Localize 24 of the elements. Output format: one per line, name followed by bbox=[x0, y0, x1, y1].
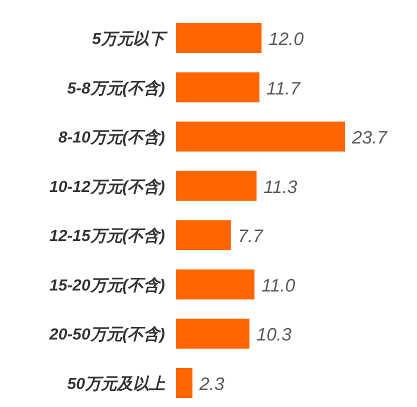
y-tick-label: 10-12万元(不含) bbox=[49, 178, 165, 196]
y-tick-label: 8-10万元(不含) bbox=[58, 128, 165, 147]
y-tick-label: 5万元以下 bbox=[92, 30, 168, 48]
data-label: 7.7 bbox=[238, 226, 264, 246]
y-tick-label: 15-20万元(不含) bbox=[49, 276, 165, 294]
y-tick-label: 12-15万元(不含) bbox=[49, 227, 165, 246]
y-tick-label: 20-50万元(不含) bbox=[48, 326, 165, 344]
data-label: 10.3 bbox=[256, 324, 292, 345]
bar bbox=[176, 269, 254, 300]
data-label: 11.3 bbox=[264, 176, 298, 197]
bar bbox=[176, 23, 262, 53]
data-label: 2.3 bbox=[198, 374, 224, 394]
data-label: 11.7 bbox=[266, 78, 302, 98]
data-label: 23.7 bbox=[351, 128, 388, 148]
bar bbox=[176, 72, 260, 102]
y-tick-label: 50万元及以上 bbox=[67, 375, 166, 393]
y-tick-label: 5-8万元(不含) bbox=[67, 79, 165, 98]
bar bbox=[176, 122, 345, 152]
data-label: 11.0 bbox=[261, 275, 296, 296]
bar bbox=[176, 220, 231, 250]
bar bbox=[176, 318, 250, 349]
bar bbox=[176, 368, 192, 398]
bar bbox=[176, 170, 257, 201]
data-label: 12.0 bbox=[268, 29, 304, 49]
